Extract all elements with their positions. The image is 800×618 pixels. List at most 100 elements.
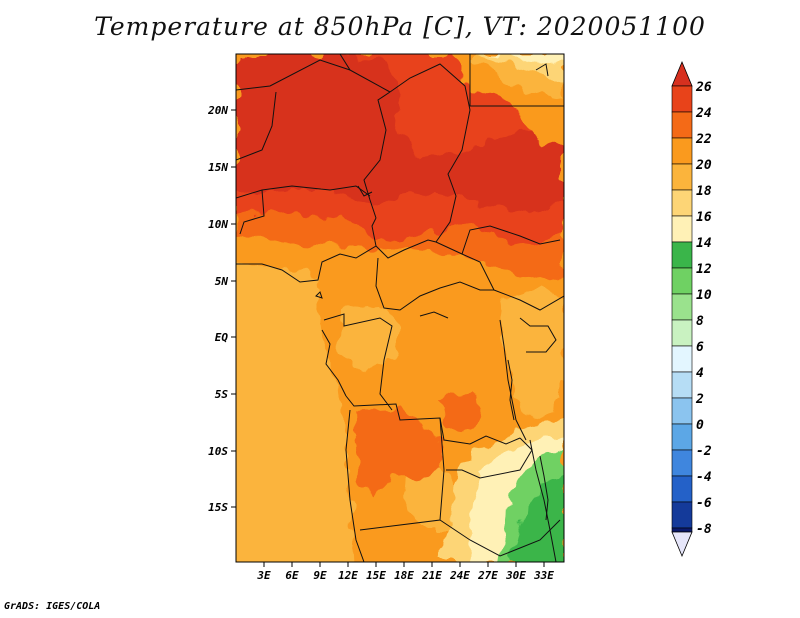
island-bioko — [315, 291, 323, 299]
border-benin-nigeria — [239, 189, 265, 235]
border-libya-niger — [339, 54, 351, 71]
legend-label: 20 — [695, 158, 712, 173]
color-bar-legend: 26 24 22 20 18 16 14 12 10 8 6 4 2 0 -2 … — [671, 60, 712, 558]
lat-label: 15N — [208, 161, 228, 174]
legend-label: 16 — [696, 210, 712, 225]
lat-label: 20N — [207, 104, 228, 117]
legend-swatch — [671, 215, 693, 243]
lat-label: 15S — [208, 501, 228, 514]
lat-label: 10N — [208, 218, 228, 231]
legend-swatch — [671, 85, 693, 113]
border-zambia-drc — [446, 437, 533, 479]
lon-label: 33E — [533, 569, 554, 582]
legend-label: 24 — [695, 106, 712, 121]
legend-swatch — [671, 241, 693, 269]
longitude-axis: 3E 6E 9E 12E 15E 18E 21E 24E 27E 30E 33E — [256, 562, 554, 582]
lon-label: 27E — [477, 569, 498, 582]
border-niger-chad — [363, 91, 391, 219]
legend-label: 0 — [696, 418, 704, 433]
border-drc-east — [499, 319, 527, 441]
lat-label: EQ — [215, 331, 229, 344]
region-18-20-central — [338, 305, 400, 372]
country-borders — [236, 54, 564, 562]
legend-label: 10 — [696, 288, 712, 303]
legend-label: -6 — [696, 496, 712, 511]
lon-label: 21E — [421, 569, 442, 582]
lake-nasser — [535, 63, 549, 77]
border-niger-nigeria — [236, 185, 371, 199]
legend-label: 18 — [696, 184, 712, 199]
legend-swatch — [671, 449, 693, 477]
lon-label: 18E — [394, 569, 414, 582]
legend-label: 12 — [696, 262, 712, 277]
border-south-sudan — [493, 289, 564, 311]
border-malawi — [529, 439, 557, 562]
map-title: Temperature at 850hPa [C], VT: 202005110… — [94, 12, 706, 41]
latitude-axis: 20N 15N 10N 5N EQ 5S 10S 15S — [207, 104, 236, 514]
lake-chad — [357, 185, 373, 197]
border-mali-niger — [236, 91, 277, 161]
lake-malawi — [539, 455, 549, 521]
region-gt-26 — [236, 54, 564, 214]
legend-swatch — [671, 423, 693, 451]
region-se-12-14 — [512, 476, 564, 562]
legend-swatch — [671, 397, 693, 425]
border-drc-angola — [345, 395, 521, 445]
lake-victoria — [519, 317, 557, 353]
legend-swatch — [671, 137, 693, 165]
legend-label: 14 — [696, 236, 712, 251]
coast-angola — [345, 409, 365, 562]
legend-swatch — [671, 501, 693, 529]
border-zambia-south — [439, 519, 561, 557]
border-angola-zambia — [359, 417, 445, 531]
legend-swatch — [671, 345, 693, 373]
lat-label: 5N — [215, 275, 229, 288]
legend-arrow-bottom — [671, 531, 693, 558]
region-22-24-drc — [440, 392, 484, 430]
coast-gabon — [321, 329, 347, 397]
legend-swatch — [671, 371, 693, 399]
lon-label: 24E — [449, 569, 470, 582]
region-ne-14-16 — [488, 54, 564, 66]
lat-label: 10S — [208, 445, 228, 458]
legend-swatch — [671, 527, 693, 533]
legend-label: 8 — [696, 314, 704, 329]
region-22-24-angola — [354, 408, 444, 500]
legend-label: -8 — [696, 522, 712, 537]
border-car-north — [375, 239, 495, 291]
lon-label: 6E — [285, 569, 299, 582]
border-chad-libya — [389, 63, 471, 111]
lon-label: 30E — [505, 569, 526, 582]
legend-swatch — [671, 189, 693, 217]
border-gabon-congo — [323, 313, 393, 411]
legend-swatch — [671, 267, 693, 295]
legend-swatch — [671, 111, 693, 139]
temperature-field — [236, 54, 564, 562]
legend-label: 4 — [696, 366, 704, 381]
legend-label: 6 — [696, 340, 704, 355]
lat-label: 5S — [215, 388, 229, 401]
legend-label: 2 — [695, 392, 704, 407]
legend-swatch — [671, 293, 693, 321]
border-car-south — [375, 257, 494, 311]
border-algeria-niger — [236, 59, 391, 93]
lake-tanganyika — [507, 359, 515, 421]
grads-credit: GrADS: IGES/COLA — [4, 601, 101, 612]
region-18-20-west — [236, 262, 356, 562]
legend-swatch — [671, 319, 693, 347]
border-nigeria-coast-cameroon — [236, 217, 377, 283]
lon-label: 9E — [313, 569, 327, 582]
map-frame — [235, 53, 565, 563]
border-egypt-sudan — [469, 54, 564, 107]
legend-swatch — [671, 475, 693, 503]
border-chad-sudan — [435, 109, 471, 243]
lon-label: 15E — [366, 569, 386, 582]
legend-swatch — [671, 163, 693, 191]
legend-label: -4 — [696, 470, 712, 485]
legend-label: 22 — [695, 132, 712, 147]
lon-label: 12E — [338, 569, 358, 582]
border-sudan-south-sudan — [461, 225, 561, 255]
legend-arrow-top — [671, 60, 693, 87]
region-east-18-20 — [500, 290, 564, 420]
